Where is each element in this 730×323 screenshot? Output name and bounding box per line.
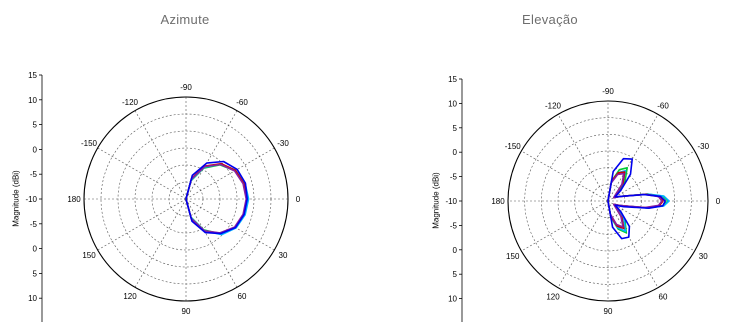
radial-tick-label: 5: [33, 121, 38, 130]
grid-spoke: [521, 200, 609, 252]
radial-tick-label: 0: [453, 148, 458, 157]
grid-ring: [541, 134, 675, 268]
radial-tick-label: 10: [28, 96, 37, 105]
outer-ring: [507, 100, 709, 302]
outer-ring: [83, 96, 289, 302]
radial-tick-label: 10: [448, 99, 457, 108]
angle-label: 150: [506, 252, 520, 261]
grid-spoke: [134, 110, 187, 200]
radial-tick-label: -5: [30, 220, 38, 229]
radial-tick-label: 0: [33, 145, 38, 154]
chart-title: Azimute: [160, 12, 210, 27]
radial-tick-label: 5: [453, 124, 458, 133]
series-line: [185, 163, 247, 234]
grid-spoke: [521, 150, 609, 202]
angle-label: -60: [657, 102, 669, 111]
angle-label: 120: [546, 292, 560, 301]
grid-spoke: [185, 147, 275, 200]
angle-label: -60: [236, 98, 248, 107]
radial-tick-label: 10: [448, 295, 457, 304]
grid-spoke: [607, 150, 695, 202]
radial-tick-label: -5: [450, 221, 458, 230]
y-axis-label: Magnitude (dBi): [11, 170, 21, 227]
y-axis-label: Magnitude (dBi): [431, 172, 441, 229]
angle-label: 180: [67, 195, 81, 204]
radial-tick-label: -5: [30, 170, 38, 179]
angle-label: -30: [277, 139, 289, 148]
grid-spoke: [557, 114, 609, 202]
radial-tick-label: 0: [453, 246, 458, 255]
grid-ring: [524, 117, 692, 285]
angle-label: 150: [82, 251, 96, 260]
grid-spoke: [185, 198, 275, 251]
radial-tick-label: 0: [33, 245, 38, 254]
grid-spoke: [185, 110, 238, 200]
angle-label: 60: [659, 292, 668, 301]
radial-tick-label: -5: [450, 173, 458, 182]
angle-label: -90: [180, 83, 192, 92]
grid-spoke: [557, 200, 609, 288]
angle-label: 30: [279, 251, 288, 260]
angle-label: -120: [122, 98, 139, 107]
angle-label: -150: [505, 142, 522, 151]
series-line: [607, 172, 663, 228]
radial-tick-label: -10: [25, 195, 37, 204]
series-line: [607, 167, 669, 234]
angle-label: 90: [604, 307, 613, 316]
radial-tick-label: -10: [445, 197, 457, 206]
radial-tick-label: 5: [453, 270, 458, 279]
angle-label: -150: [81, 139, 98, 148]
angle-label: 0: [296, 195, 301, 204]
grid-spoke: [185, 198, 238, 288]
grid-ring: [134, 147, 238, 251]
angle-label: 60: [238, 292, 247, 301]
angle-label: 180: [491, 197, 505, 206]
elevation-polar-chart: 0 30 60 90 120 150 180 -150 -120 -90 -60 -30 15 10 5 0 -…: [445, 75, 721, 322]
grid-spoke: [97, 198, 187, 251]
grid-spoke: [607, 200, 659, 288]
grid-spoke: [607, 200, 695, 252]
radial-tick-label: 5: [33, 269, 38, 278]
angle-label: -120: [545, 102, 562, 111]
angle-label: 90: [182, 307, 191, 316]
grid-spoke: [97, 147, 187, 200]
angle-label: 120: [123, 292, 137, 301]
azimuth-polar-chart: 0 30 60 90 120 150 180 -150 -120 -90 -60 -30 15 10 5 0 -…: [25, 71, 301, 322]
elevation-panel: Elevação 0 30 60 90 120 150 180 -150 -120 -90 -60-…: [370, 0, 730, 323]
radial-tick-label: 10: [28, 294, 37, 303]
radial-tick-label: 15: [28, 71, 37, 80]
angle-label: -90: [602, 87, 614, 96]
grid-spoke: [134, 198, 187, 288]
radial-tick-label: 15: [448, 75, 457, 84]
angle-label: 0: [716, 197, 721, 206]
series-line: [607, 157, 667, 240]
azimuth-panel: Azimute 0 30 60 90 120 150 180 -150 -120 -90 -60 -3…: [11, 12, 301, 322]
chart-title: Elevação: [522, 12, 578, 27]
angle-label: -30: [697, 142, 709, 151]
grid-spoke: [607, 114, 659, 202]
angle-label: 30: [699, 252, 708, 261]
series-line: [185, 160, 248, 235]
